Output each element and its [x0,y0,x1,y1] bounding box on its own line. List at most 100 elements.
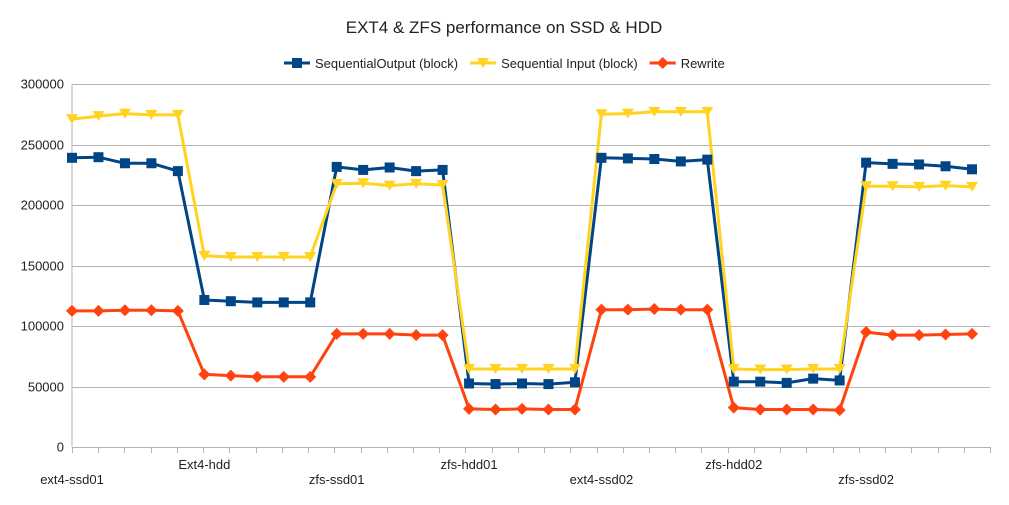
data-point-marker [780,403,793,416]
data-point-marker [67,152,77,163]
data-point-marker [542,403,555,416]
data-point-marker [701,106,714,117]
data-point-marker [92,304,105,317]
data-point-marker [383,180,396,191]
data-point-marker [755,376,766,387]
data-point-marker [648,106,661,117]
data-point-marker [118,304,131,317]
data-point-marker [251,370,264,383]
data-point-marker [224,369,237,382]
data-point-marker [913,329,926,342]
data-point-marker [384,162,395,173]
data-point-marker [358,164,369,175]
data-point-marker [145,109,158,120]
x-tick-label: zfs-hdd01 [441,457,498,472]
data-point-marker [780,364,793,375]
data-point-marker [833,404,846,417]
data-point-marker [278,297,289,308]
chart-title: EXT4 & ZFS performance on SSD & HDD [346,18,663,37]
data-point-marker [277,370,290,383]
data-point-marker [939,328,952,341]
data-point-marker [914,159,925,170]
data-point-marker [225,296,236,307]
y-tick-label: 50000 [28,380,64,395]
data-point-marker [675,156,686,167]
data-point-marker [331,161,342,172]
data-point-marker [967,164,977,175]
x-tick-label: ext4-ssd02 [570,472,634,487]
data-point-marker [489,363,502,374]
y-tick-label: 250000 [21,138,64,153]
x-tick-label: Ext4-hdd [178,457,230,472]
data-point-marker [656,57,669,69]
data-point-marker [913,181,926,192]
x-tick-label: ext4-ssd01 [40,472,104,487]
data-point-marker [754,403,767,416]
data-point-marker [701,303,714,316]
data-point-marker [940,161,951,172]
data-point-marker [886,329,899,342]
data-point-marker [542,363,555,374]
data-point-marker [727,363,740,374]
data-point-marker [92,111,105,122]
data-point-marker [66,114,78,125]
data-point-marker [887,158,898,169]
data-point-marker [357,178,370,189]
y-tick-label: 0 [57,440,64,455]
series-line [72,307,973,412]
data-point-marker [621,303,634,316]
data-point-marker [861,157,872,168]
data-point-marker [807,403,820,416]
data-point-marker [411,166,422,177]
data-point-marker [568,363,581,374]
series-line [71,155,973,386]
data-point-marker [516,402,528,415]
data-point-marker [648,303,661,316]
data-point-marker [252,297,263,308]
data-point-marker [808,373,819,384]
data-point-marker [727,401,740,414]
x-tick-label: zfs-hdd02 [705,457,762,472]
series-markers [66,106,978,417]
legend-item: Sequential Input (block) [470,56,638,71]
data-point-marker [277,252,290,263]
data-point-marker [702,154,713,165]
y-tick-label: 100000 [21,319,64,334]
data-point-marker [939,180,952,191]
data-point-marker [383,327,396,340]
data-point-marker [305,297,316,308]
data-point-marker [304,252,317,263]
data-point-marker [622,153,633,164]
data-point-marker [437,164,448,175]
data-point-marker [595,303,608,316]
data-point-marker [172,166,183,177]
data-point-marker [674,303,687,316]
data-point-marker [171,304,184,317]
data-point-marker [516,363,528,374]
data-point-marker [463,363,476,374]
y-tick-label: 200000 [21,198,64,213]
data-point-marker [886,181,899,192]
data-point-marker [754,364,767,375]
data-point-marker [199,294,210,305]
data-point-marker [568,403,581,416]
data-point-marker [145,304,158,317]
data-point-marker [860,181,873,192]
x-tick-label: zfs-ssd02 [838,472,894,487]
data-point-marker [833,363,846,374]
data-point-marker [410,329,423,342]
data-point-marker [543,379,554,390]
data-point-marker [224,252,237,263]
data-point-marker [436,180,449,191]
data-point-marker [118,108,131,119]
data-point-marker [304,370,317,383]
gridlines [72,84,990,448]
data-point-marker [596,152,607,163]
data-point-marker [119,158,130,169]
data-point-marker [93,152,104,163]
data-point-marker [66,304,78,317]
data-point-marker [860,326,873,339]
data-point-marker [966,327,978,340]
x-tick-label: zfs-ssd01 [309,472,365,487]
